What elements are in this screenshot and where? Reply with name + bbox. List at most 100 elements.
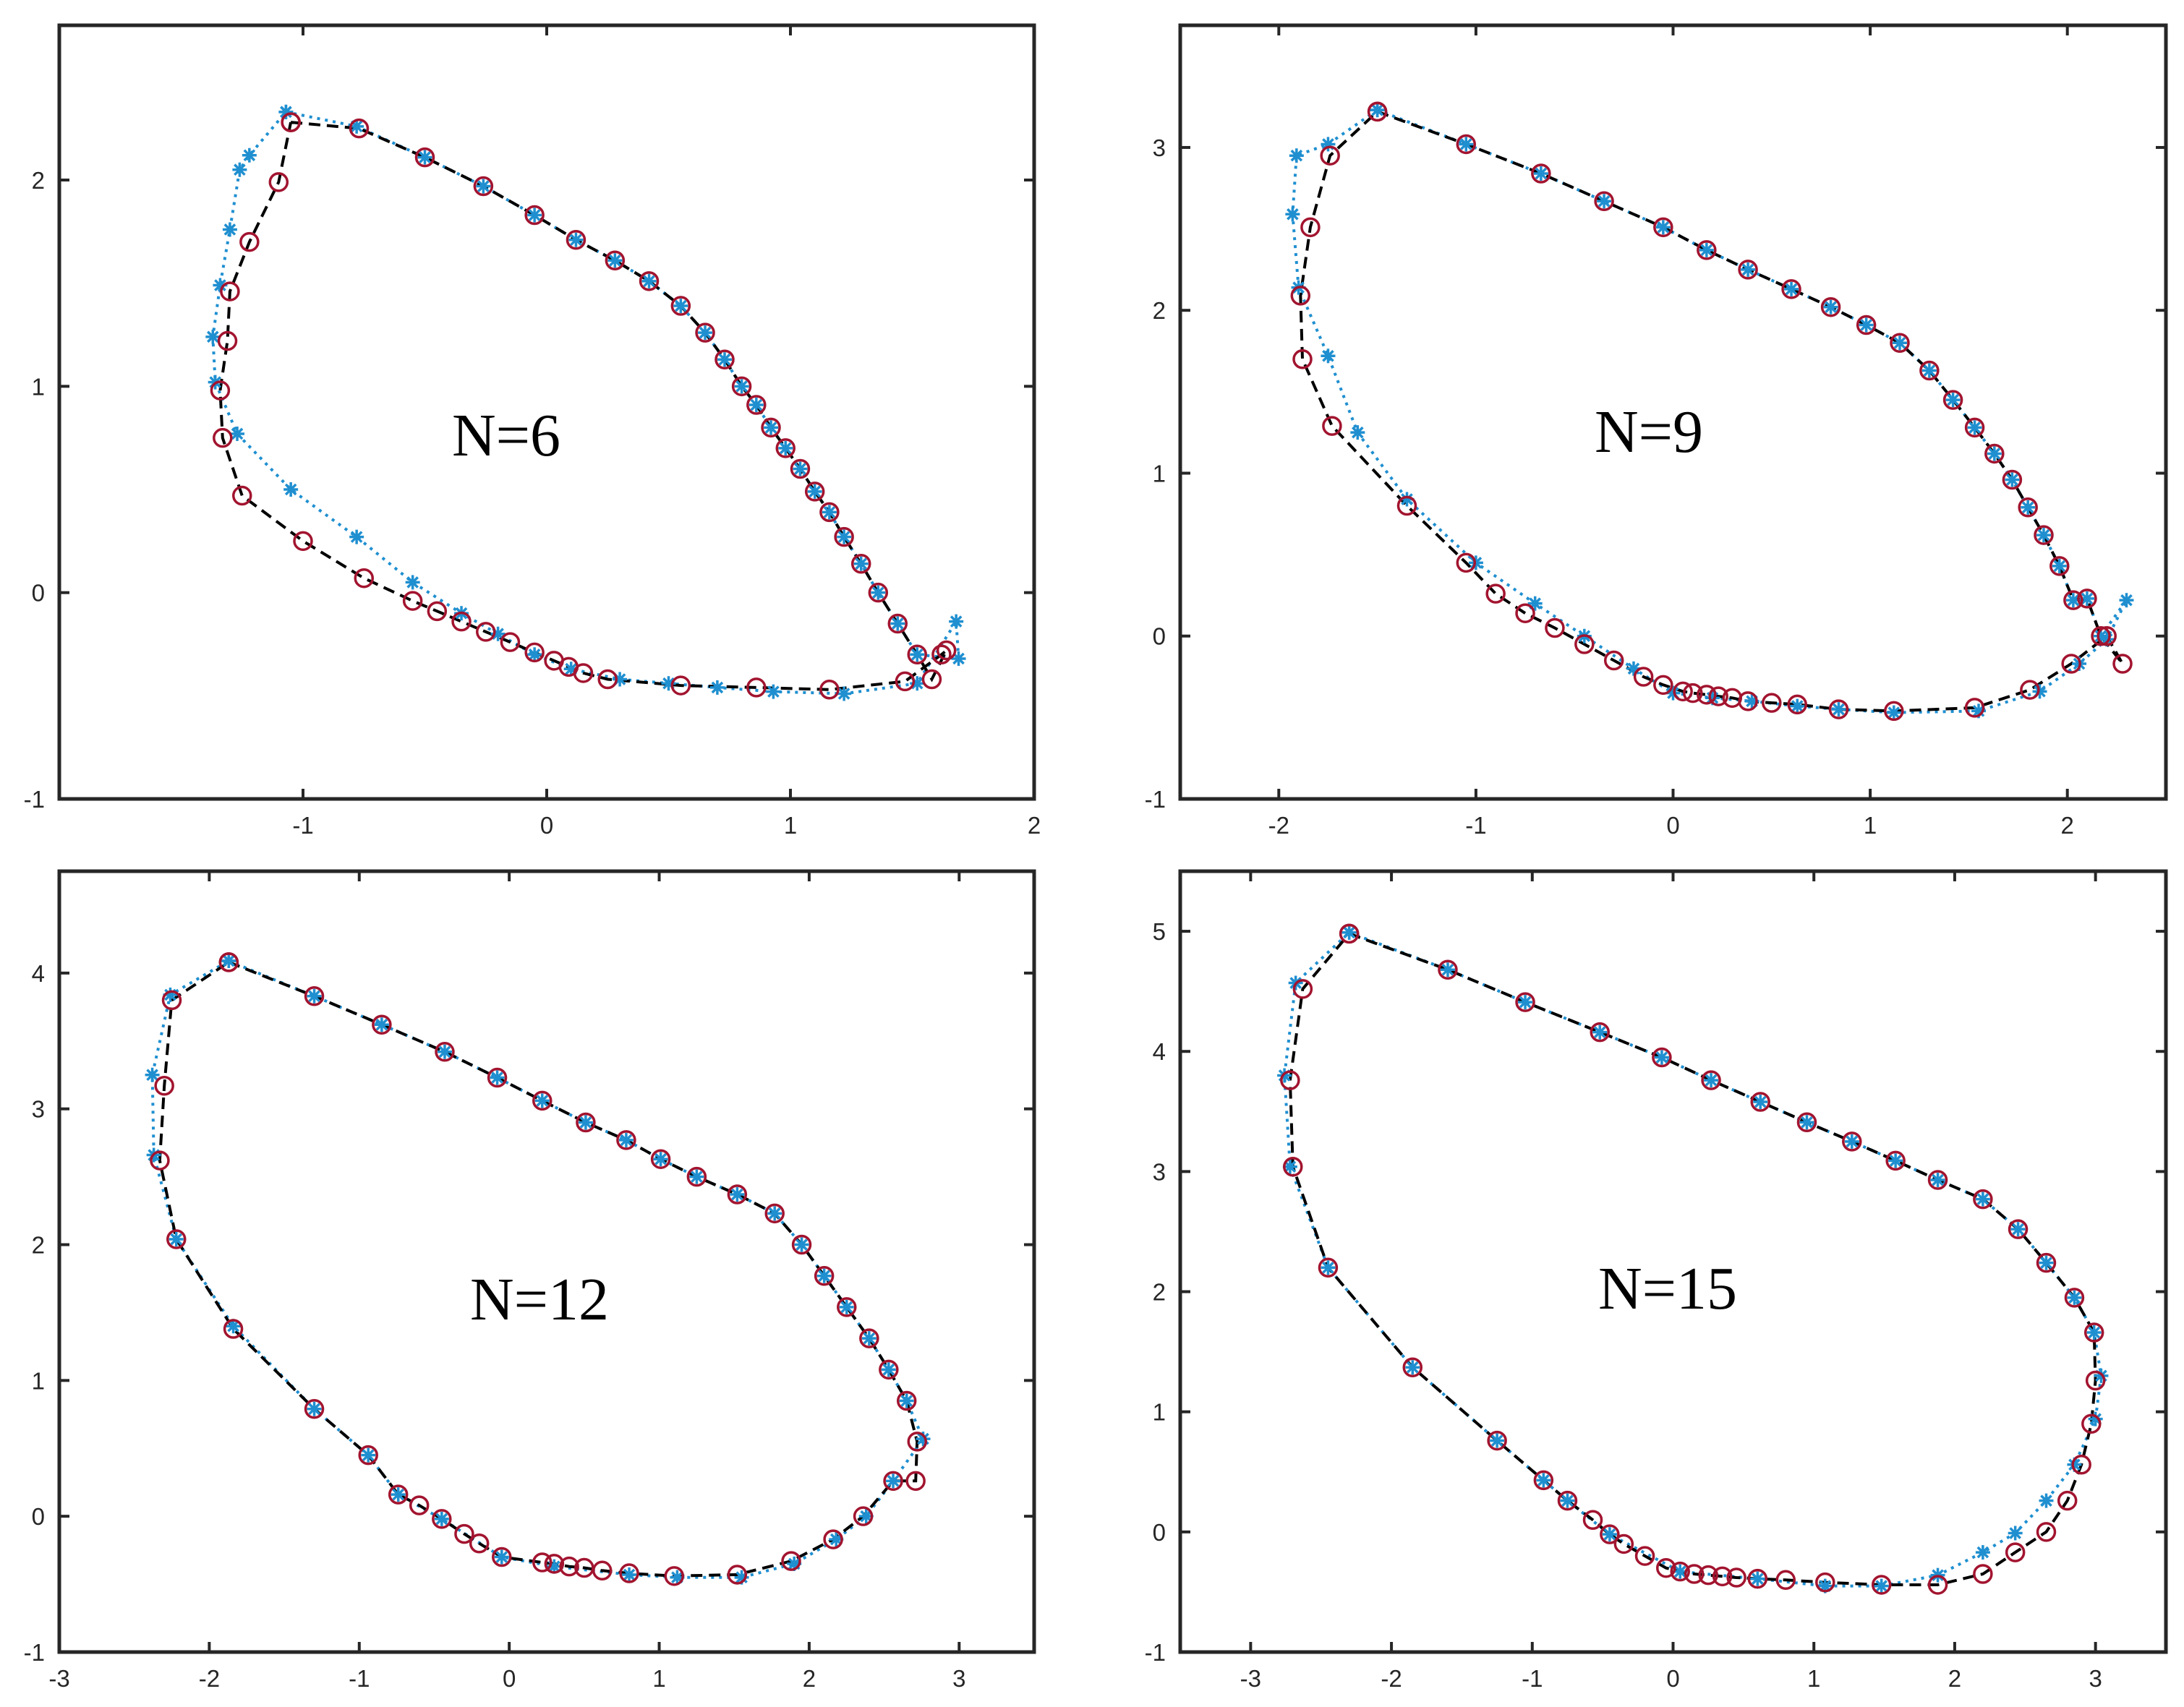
exact-point-marker [1890, 333, 1910, 354]
x-tick-label: 1 [1864, 812, 1877, 839]
exact-point-marker [686, 1166, 707, 1187]
approx-point-marker [1967, 420, 1982, 435]
approx-point-marker [283, 482, 299, 497]
exact-point-marker [1396, 495, 1417, 516]
exact-point-marker [1884, 701, 1904, 722]
y-tick-label: 0 [32, 580, 45, 607]
plot-area [1180, 25, 2166, 799]
exact-point-marker [293, 531, 313, 552]
x-tick-label: 0 [1666, 1665, 1679, 1692]
approx-point-marker [853, 556, 869, 571]
exact-point-marker [217, 330, 238, 351]
approx-point-marker [2119, 593, 2134, 608]
exact-point-marker [1438, 959, 1458, 980]
exact-point-marker [790, 458, 811, 479]
exact-point-marker [1574, 634, 1595, 654]
exact-point-marker [1280, 1070, 1300, 1090]
exact-point-marker [454, 1523, 474, 1544]
approx-point-marker [1892, 335, 1907, 351]
exact-point-marker [639, 271, 660, 291]
approx-point-marker [1518, 995, 1533, 1010]
exact-point-marker [853, 1506, 874, 1526]
y-tick-label: 4 [1153, 1038, 1166, 1065]
approx-point-marker [1886, 705, 1901, 720]
y-tick-label: -1 [24, 1639, 45, 1666]
exact-point-marker [544, 651, 564, 671]
x-tick-label: 0 [1666, 812, 1679, 839]
y-tick-label: 2 [32, 167, 45, 194]
exact-point-marker [1339, 923, 1360, 944]
exact-point-marker [559, 1556, 579, 1577]
exact-point-marker [650, 1149, 671, 1169]
approx-point-marker [417, 150, 432, 165]
approx-point-marker [1560, 1493, 1575, 1508]
y-tick-label: 0 [32, 1503, 45, 1530]
approx-point-marker [278, 104, 294, 119]
approx-point-marker [1459, 137, 1474, 152]
exact-point-marker [2036, 1522, 2057, 1542]
approx-point-marker [1844, 1134, 1859, 1149]
exact-point-marker [2081, 1413, 2102, 1434]
approx-point-marker [2079, 591, 2094, 606]
approx-point-marker [951, 651, 966, 666]
exact-point-marker [1367, 101, 1388, 122]
exact-point-marker [746, 395, 767, 415]
approx-point-marker [881, 1362, 896, 1377]
exact-point-marker [532, 1552, 553, 1573]
y-tick-label: 3 [32, 1096, 45, 1123]
exact-point-marker [670, 675, 691, 696]
exact-point-marker [1712, 1566, 1733, 1587]
approx-point-marker [1592, 1024, 1608, 1040]
exact-point-marker [451, 611, 472, 632]
approx-point-marker [2008, 1526, 2023, 1541]
exact-point-marker [746, 677, 767, 698]
exact-point-marker [220, 281, 240, 301]
approx-point-marker [1975, 1192, 1990, 1207]
approx-point-marker [1527, 596, 1543, 611]
exact-point-marker [1582, 1510, 1603, 1530]
approx-point-marker [949, 614, 964, 629]
x-tick-label: 1 [652, 1665, 665, 1692]
exact-point-marker [166, 1229, 187, 1249]
exact-point-marker [1787, 694, 1807, 715]
exact-point-marker [2057, 1490, 2078, 1511]
approx-point-marker [1440, 962, 1455, 977]
exact-point-marker [372, 1014, 392, 1035]
exact-point-marker [1762, 693, 1782, 713]
panel-annotation: N=12 [470, 1266, 609, 1333]
exact-point-marker [823, 1529, 843, 1549]
approx-point-marker [764, 420, 779, 435]
x-tick-label: 2 [1028, 812, 1041, 839]
exact-point-marker [2002, 469, 2023, 490]
plot-area [59, 871, 1034, 1652]
exact-point-marker [1973, 1564, 1993, 1584]
exact-point-marker [1590, 1022, 1610, 1043]
exact-point-marker [2083, 1322, 2104, 1343]
exact-point-marker [819, 680, 840, 700]
x-tick-label: 2 [1948, 1665, 1961, 1692]
x-tick-label: -1 [292, 812, 313, 839]
approx-point-marker [837, 529, 852, 544]
approx-point-marker [2021, 500, 2036, 515]
approx-point-marker [641, 273, 657, 288]
exact-point-marker [414, 147, 435, 168]
exact-point-marker [427, 601, 448, 622]
exact-point-marker [1927, 1170, 1948, 1190]
approx-point-marker [2039, 1493, 2054, 1508]
exact-point-marker [834, 526, 854, 547]
x-tick-label: -1 [1465, 812, 1486, 839]
exact-point-marker [2005, 1542, 2026, 1562]
approx-point-marker [1888, 1153, 1903, 1168]
exact-point-marker [388, 1484, 409, 1505]
x-tick-label: 0 [503, 1665, 516, 1692]
approx-point-marker [793, 461, 808, 476]
x-tick-label: 2 [803, 1665, 816, 1692]
exact-point-marker [1673, 681, 1693, 702]
y-tick-label: 1 [32, 373, 45, 400]
exact-point-marker [1557, 1490, 1578, 1511]
approx-point-marker [767, 1206, 782, 1221]
y-tick-label: -1 [24, 786, 45, 813]
x-tick-label: -3 [48, 1665, 69, 1692]
approx-point-marker [205, 329, 221, 344]
